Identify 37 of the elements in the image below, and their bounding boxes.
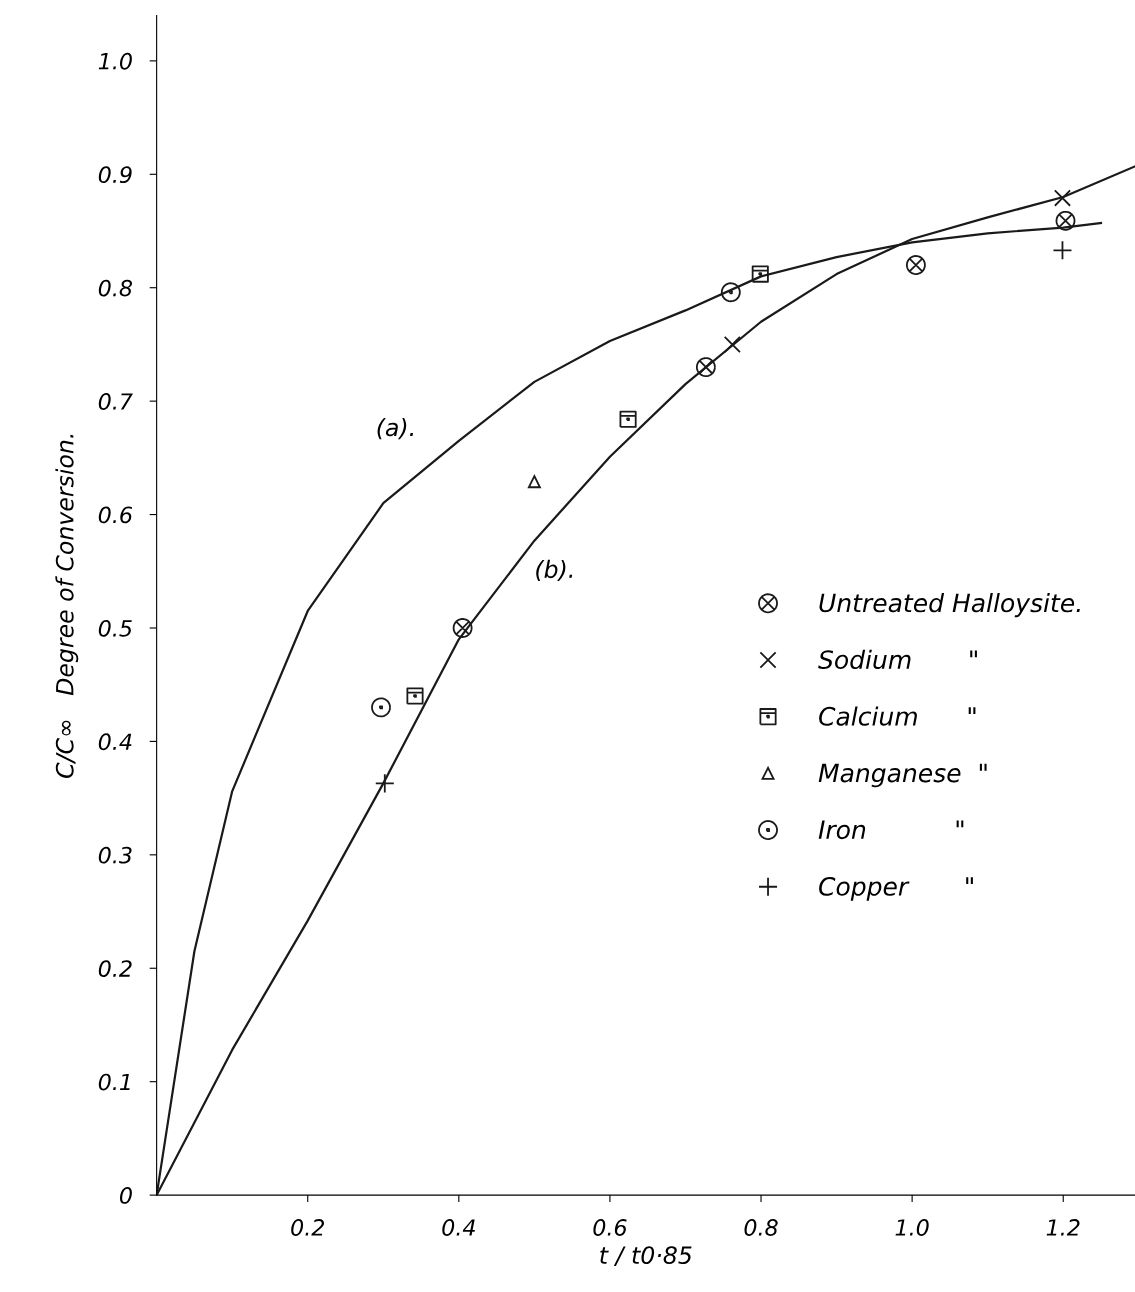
legend-label: Untreated Halloysite. <box>819 593 1080 618</box>
y-tick-label: 0 <box>119 1187 132 1204</box>
point <box>619 410 637 428</box>
point <box>695 357 716 378</box>
point <box>527 475 541 489</box>
y-tick-label: 0.1 <box>98 1073 130 1091</box>
y-tick-label: 0.2 <box>98 960 132 978</box>
y-tick-label: 0.4 <box>98 733 132 751</box>
point <box>452 618 473 638</box>
x-tick-label: 0.4 <box>442 1219 475 1236</box>
legend-label: Copper " <box>819 876 973 901</box>
y-tick-label: 1.0 <box>98 52 132 70</box>
legend-label: Iron " <box>818 820 964 840</box>
point <box>1055 210 1076 231</box>
y-tick-label: 0.6 <box>98 506 133 524</box>
annotation: (b). <box>536 559 573 581</box>
x-tick-label: 0.2 <box>291 1219 325 1236</box>
y-tick-label: 0.7 <box>98 393 133 410</box>
y-tick-label: 0.9 <box>98 166 132 184</box>
point <box>720 282 741 303</box>
x-tick-label: 1.0 <box>895 1219 929 1236</box>
x-axis-title: t / t0·85 <box>600 1246 692 1266</box>
point <box>906 255 926 275</box>
x-tick-label: 0.8 <box>744 1219 778 1236</box>
y-tick-label: 0.3 <box>98 846 132 864</box>
x-tick-label: 1.2 <box>1046 1219 1080 1236</box>
legend-label: Manganese " <box>818 763 987 788</box>
y-axis-title: C/C∞ Degree of Conversion. <box>55 434 79 778</box>
point <box>751 265 769 283</box>
x-tick-label: 0.6 <box>593 1219 627 1236</box>
y-tick-label: 0.8 <box>98 279 133 297</box>
legend-label: Calcium " <box>819 706 976 726</box>
y-tick-label: 0.5 <box>98 619 132 637</box>
legend-label: Sodium " <box>818 649 977 670</box>
point <box>371 697 391 718</box>
point <box>406 687 424 705</box>
annotation: (a). <box>377 418 413 440</box>
